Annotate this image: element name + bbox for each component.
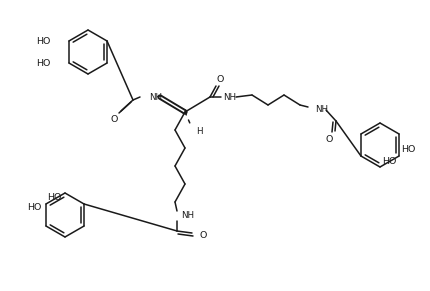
Text: H: H: [196, 127, 203, 136]
Text: HO: HO: [37, 58, 51, 68]
Text: NH: NH: [315, 104, 328, 113]
Text: O: O: [199, 230, 206, 239]
Text: HO: HO: [46, 193, 61, 201]
Text: O: O: [326, 136, 333, 145]
Text: NH: NH: [181, 212, 194, 221]
Text: HO: HO: [28, 203, 42, 212]
Text: O: O: [111, 116, 118, 125]
Text: NH: NH: [149, 93, 162, 102]
Text: HO: HO: [401, 146, 415, 155]
Text: HO: HO: [382, 157, 396, 166]
Text: O: O: [216, 75, 224, 84]
Text: HO: HO: [37, 36, 51, 45]
Text: NH: NH: [223, 93, 236, 102]
Polygon shape: [161, 97, 186, 114]
